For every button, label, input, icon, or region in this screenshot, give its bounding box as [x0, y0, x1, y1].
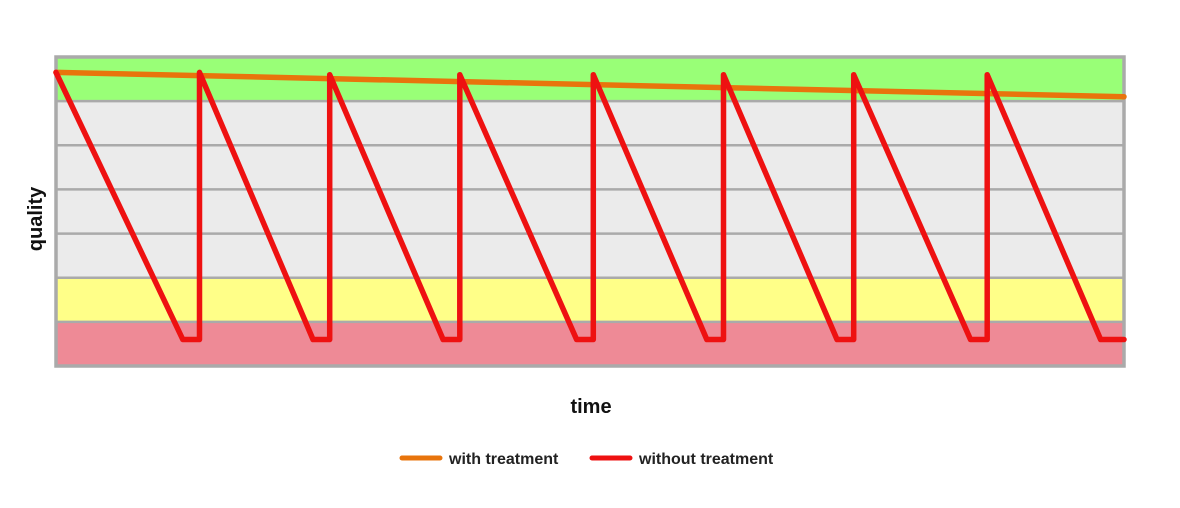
band-0	[56, 321, 1124, 366]
legend-label-without-treatment: without treatment	[638, 451, 774, 468]
x-axis-label: time	[570, 396, 611, 418]
legend-label-with-treatment: with treatment	[448, 451, 559, 468]
series-line-with-treatment	[53, 69, 1127, 100]
series-line-without-treatment	[53, 69, 1127, 343]
legend: with treatment without treatment	[399, 451, 774, 468]
series-lines	[53, 69, 1127, 343]
band-1	[56, 277, 1124, 322]
plot-frame	[54, 55, 1126, 368]
y-axis-label: quality	[25, 186, 47, 251]
